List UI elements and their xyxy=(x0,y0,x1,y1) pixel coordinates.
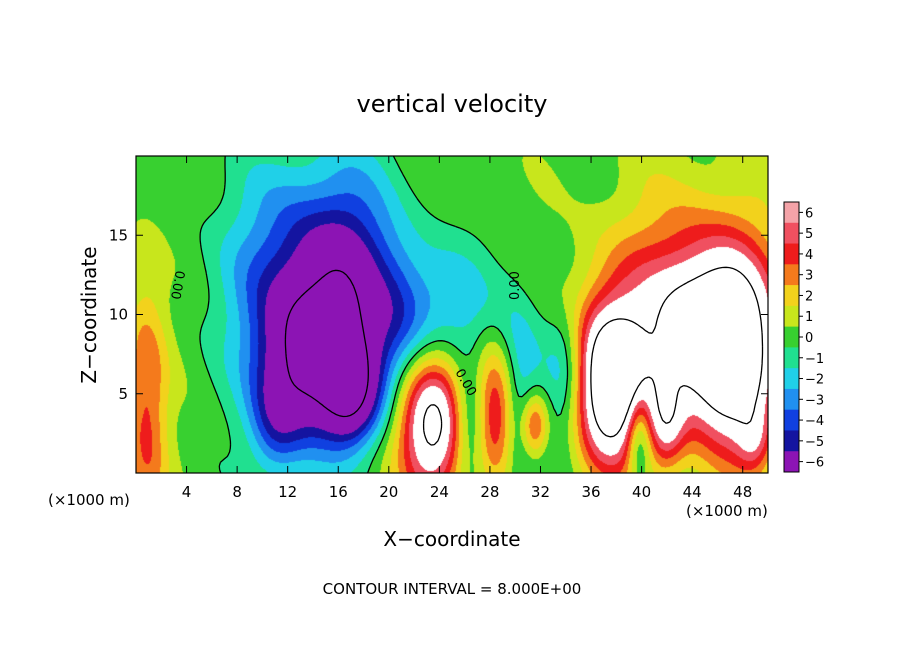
x-tick-label: 28 xyxy=(480,483,499,501)
colorbar-label: 4 xyxy=(805,248,813,263)
chart-title: vertical velocity xyxy=(357,90,548,118)
x-tick-label: 12 xyxy=(278,483,297,501)
positive-contour-line xyxy=(422,266,764,446)
x-tick-label: 24 xyxy=(430,483,449,501)
colorbar-swatch xyxy=(784,451,799,473)
colorbar-label: −4 xyxy=(805,414,824,429)
colorbar-swatch xyxy=(784,222,799,245)
colorbar-swatch xyxy=(784,202,799,224)
x-unit-label-left: (×1000 m) xyxy=(48,491,130,509)
colorbar-label: 3 xyxy=(805,269,813,284)
colorbar-swatch xyxy=(784,368,799,390)
x-tick-label: 44 xyxy=(683,483,702,501)
colorbar-label: 1 xyxy=(805,310,813,325)
y-axis: 5 10 15 xyxy=(109,226,768,403)
y-tick-label: 10 xyxy=(109,306,128,324)
x-tick-label: 40 xyxy=(632,483,651,501)
colorbar-label: −3 xyxy=(805,393,824,408)
colorbar-label: −1 xyxy=(805,352,824,367)
colorbar-label: −5 xyxy=(805,435,824,450)
colorbar-label: −6 xyxy=(805,456,824,471)
contour-label: 0.00 xyxy=(167,269,187,300)
colorbar-swatch xyxy=(784,243,799,265)
velocity-field-image xyxy=(136,156,768,473)
colorbar-label: −2 xyxy=(805,373,824,388)
contour-label: 0.00 xyxy=(508,271,523,300)
x-tick-label: 48 xyxy=(733,483,752,501)
zero-contour-line xyxy=(199,155,569,474)
colorbar-swatch xyxy=(784,264,799,286)
colorbar-label: 0 xyxy=(805,331,813,346)
colorbar-label: 6 xyxy=(805,206,813,221)
colorbar-swatch xyxy=(784,388,799,411)
x-tick-label: 20 xyxy=(379,483,398,501)
x-tick-label: 32 xyxy=(531,483,550,501)
y-tick-label: 5 xyxy=(118,385,128,403)
colorbar-swatch xyxy=(784,326,799,348)
x-tick-label: 4 xyxy=(182,483,192,501)
colorbar-swatch xyxy=(784,305,799,328)
colorbar-swatch xyxy=(784,285,799,307)
colorbar-label: 2 xyxy=(805,289,813,304)
x-unit-label-right: (×1000 m) xyxy=(686,502,768,520)
x-tick-label: 36 xyxy=(581,483,600,501)
negative-contour-line xyxy=(284,269,369,418)
x-tick-label: 8 xyxy=(232,483,242,501)
colorbar-swatch xyxy=(784,430,799,452)
colorbar: 6 5 4 3 2 1 0 −1 −2 −3 −4 −5 −6 xyxy=(783,201,824,473)
y-axis-label: Z−coordinate xyxy=(77,246,101,383)
y-tick-label: 15 xyxy=(109,226,128,244)
x-axis-label: X−coordinate xyxy=(383,527,520,551)
colorbar-swatch xyxy=(784,347,799,369)
x-tick-label: 16 xyxy=(329,483,348,501)
x-axis: 4 8 12 16 20 24 28 32 36 40 44 48 xyxy=(182,156,752,501)
contour-lines xyxy=(199,155,764,474)
contour-interval-note: CONTOUR INTERVAL = 8.000E+00 xyxy=(323,580,582,598)
colorbar-swatch xyxy=(784,409,799,431)
colorbar-label: 5 xyxy=(805,227,813,242)
